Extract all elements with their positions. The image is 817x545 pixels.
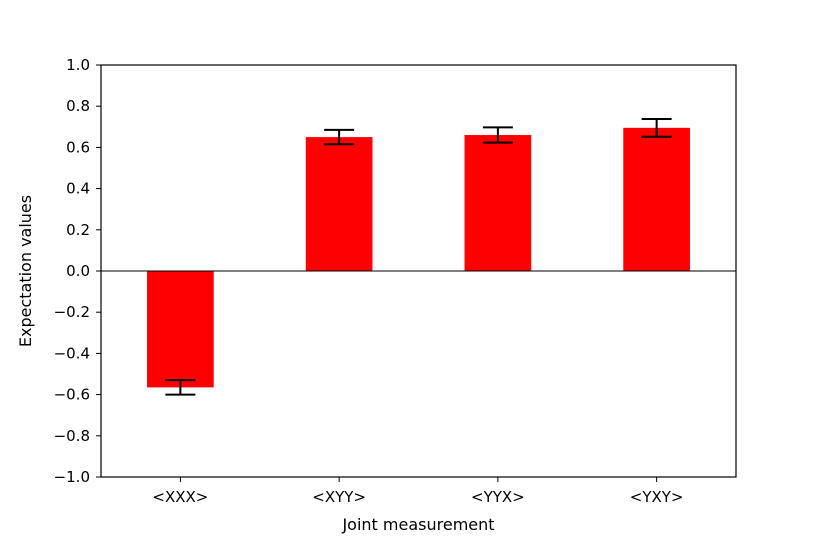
y-tick-label: −0.4 [54, 344, 90, 362]
y-tick-label: −0.2 [54, 303, 90, 321]
bar [623, 127, 690, 271]
x-tick-label: <YXY> [630, 488, 684, 506]
y-tick-label: 0.2 [66, 221, 90, 239]
bars-group [147, 127, 690, 388]
y-tick-label: 0.4 [66, 180, 90, 198]
error-bars-group [165, 117, 672, 396]
bar [147, 271, 214, 388]
x-axis-ticks: <XXX> <XYY> <YYX> <YXY> [152, 477, 684, 506]
y-tick-label: 0.6 [66, 138, 90, 156]
y-tick-label: 1.0 [66, 56, 90, 74]
bar [464, 135, 532, 271]
y-axis-label: Expectation values [16, 195, 35, 347]
y-tick-label: 0.0 [66, 262, 90, 280]
x-tick-label: <XYY> [312, 488, 366, 506]
bar [305, 137, 373, 271]
y-tick-label: −0.6 [54, 386, 90, 404]
y-tick-label: −0.8 [54, 427, 90, 445]
y-tick-label: 0.8 [66, 97, 90, 115]
y-axis-ticks: 1.0 0.8 0.6 0.4 0.2 0.0 −0.2 −0.4 −0.6 −0.8 −1.0 [54, 56, 101, 486]
y-tick-label: −1.0 [54, 468, 90, 486]
x-tick-label: <XXX> [152, 488, 208, 506]
x-tick-label: <YYX> [471, 488, 525, 506]
x-axis-label: Joint measurement [341, 515, 494, 534]
